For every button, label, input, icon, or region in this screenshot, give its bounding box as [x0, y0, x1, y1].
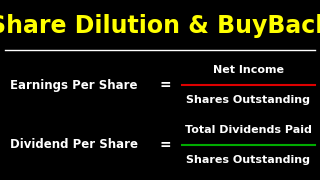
Text: Total Dividends Paid: Total Dividends Paid	[185, 125, 312, 135]
Text: =: =	[159, 78, 171, 92]
Text: Net Income: Net Income	[213, 65, 284, 75]
Text: Earnings Per Share: Earnings Per Share	[10, 78, 138, 91]
Text: =: =	[159, 138, 171, 152]
Text: Dividend Per Share: Dividend Per Share	[10, 138, 138, 152]
Text: Share Dilution & BuyBack: Share Dilution & BuyBack	[0, 14, 320, 38]
Text: Shares Outstanding: Shares Outstanding	[187, 155, 310, 165]
Text: Shares Outstanding: Shares Outstanding	[187, 95, 310, 105]
